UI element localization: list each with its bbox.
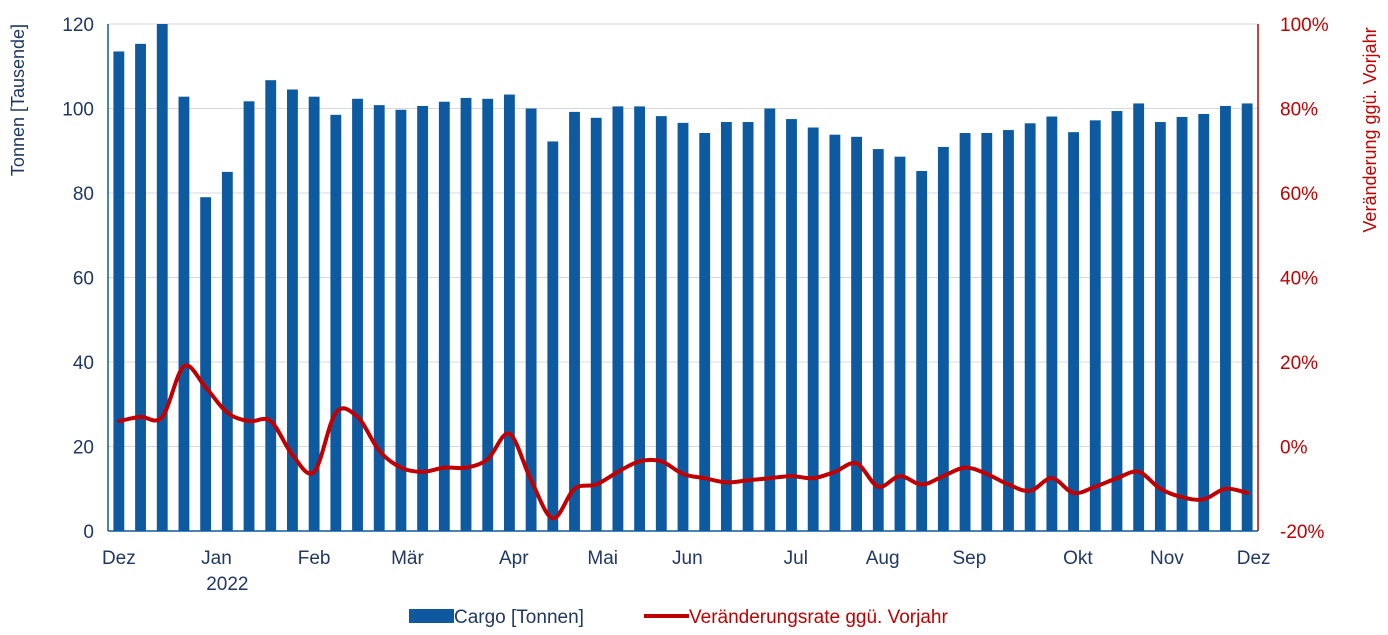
line-series-change-rate (116, 363, 1250, 521)
bar (156, 24, 168, 531)
bar (1241, 103, 1253, 532)
bar (786, 119, 797, 531)
right-tick-label: 80% (1280, 100, 1318, 121)
bar (612, 106, 624, 531)
bar (547, 141, 559, 531)
right-tick-label: 40% (1280, 269, 1318, 290)
bar (851, 136, 863, 531)
left-tick-label: 120 (62, 15, 94, 36)
bar (699, 133, 711, 531)
right-tick-label: 0% (1280, 438, 1308, 459)
bar (200, 197, 212, 531)
bar (243, 101, 255, 531)
bar (937, 146, 949, 531)
x-tick-label: Mär (391, 548, 424, 569)
left-tick-label: 80 (73, 184, 94, 205)
bar (764, 108, 776, 531)
x-tick-label: Sep (953, 548, 987, 569)
bar (1133, 103, 1145, 532)
left-tick-label: 20 (73, 438, 94, 459)
x-tick-label: Okt (1063, 548, 1093, 569)
left-tick-label: 100 (62, 100, 94, 121)
legend-label-cargo: Cargo [Tonnen] (454, 607, 584, 628)
bar (525, 108, 537, 531)
left-tick-label: 0 (83, 522, 94, 543)
bar (373, 105, 385, 532)
bar (1220, 105, 1231, 531)
bar (872, 149, 884, 531)
x-tick-label: Jun (672, 548, 703, 569)
bar (981, 133, 993, 531)
bar (720, 122, 732, 532)
bar (460, 97, 472, 531)
bar (135, 43, 146, 532)
bar (178, 96, 190, 532)
right-tick-label: 100% (1280, 15, 1329, 36)
x-tick-label: Dez (1237, 548, 1271, 569)
bar (113, 51, 125, 532)
bar (1111, 111, 1123, 531)
right-tick-label: 60% (1280, 184, 1318, 205)
bar (1046, 116, 1058, 531)
axes (107, 24, 1259, 532)
bar (569, 111, 580, 531)
bar (677, 122, 689, 532)
x-tick-label: Mai (587, 548, 618, 569)
bar (330, 114, 342, 532)
bar (221, 171, 233, 531)
x-tick-label: Feb (298, 548, 331, 569)
right-tick-label: 20% (1280, 353, 1318, 374)
bar (1176, 116, 1188, 531)
x-axis-ticks: Dez Jan Feb Mär Apr Mai Jun Jul Aug Sep Okt Nov Dez 2… (102, 548, 1271, 595)
bar (742, 122, 754, 532)
bar (1198, 113, 1210, 532)
bar (1154, 122, 1166, 532)
x-tick-label: Jul (784, 548, 808, 569)
bar (308, 96, 320, 532)
bar (1024, 123, 1036, 531)
bar (916, 171, 928, 531)
bar (655, 116, 667, 531)
x-tick-label: Dez (102, 548, 136, 569)
left-axis-ticks: 0 20 40 60 80 100 120 (62, 15, 94, 543)
x-tick-label: Apr (499, 548, 529, 569)
bar (634, 106, 646, 531)
change-rate-line (116, 363, 1250, 521)
right-axis-ticks: -20% 0% 20% 40% 60% 80% 100% (1280, 15, 1329, 543)
bar (352, 98, 363, 531)
x-tick-label: Nov (1150, 548, 1184, 569)
left-axis-title: Tonnen [Tausende] (8, 24, 28, 176)
bar (503, 94, 515, 532)
bar (287, 89, 298, 532)
bar (265, 80, 277, 531)
bar (395, 109, 407, 531)
bar (894, 156, 906, 532)
legend-label-change-rate: Veränderungsrate ggü. Vorjahr (689, 607, 948, 628)
bar (807, 127, 819, 531)
bar (1003, 130, 1014, 532)
x-year-label: 2022 (206, 574, 248, 595)
bar (829, 134, 841, 531)
bar (1068, 132, 1079, 531)
x-tick-label: Jan (201, 548, 232, 569)
bar (1089, 120, 1101, 531)
legend: Cargo [Tonnen] Veränderungsrate ggü. Vor… (409, 607, 948, 628)
bar-series-cargo (113, 24, 1253, 532)
right-axis-title: Veränderung ggü. Vorjahr (1360, 27, 1380, 232)
right-tick-label: -20% (1280, 522, 1324, 543)
bar (482, 98, 494, 531)
bar (417, 105, 429, 531)
bar (590, 117, 602, 532)
left-tick-label: 40 (73, 353, 94, 374)
legend-swatch-cargo (409, 609, 454, 623)
x-tick-label: Aug (866, 548, 900, 569)
bar (438, 101, 450, 532)
bar (959, 133, 971, 531)
left-tick-label: 60 (73, 269, 94, 290)
